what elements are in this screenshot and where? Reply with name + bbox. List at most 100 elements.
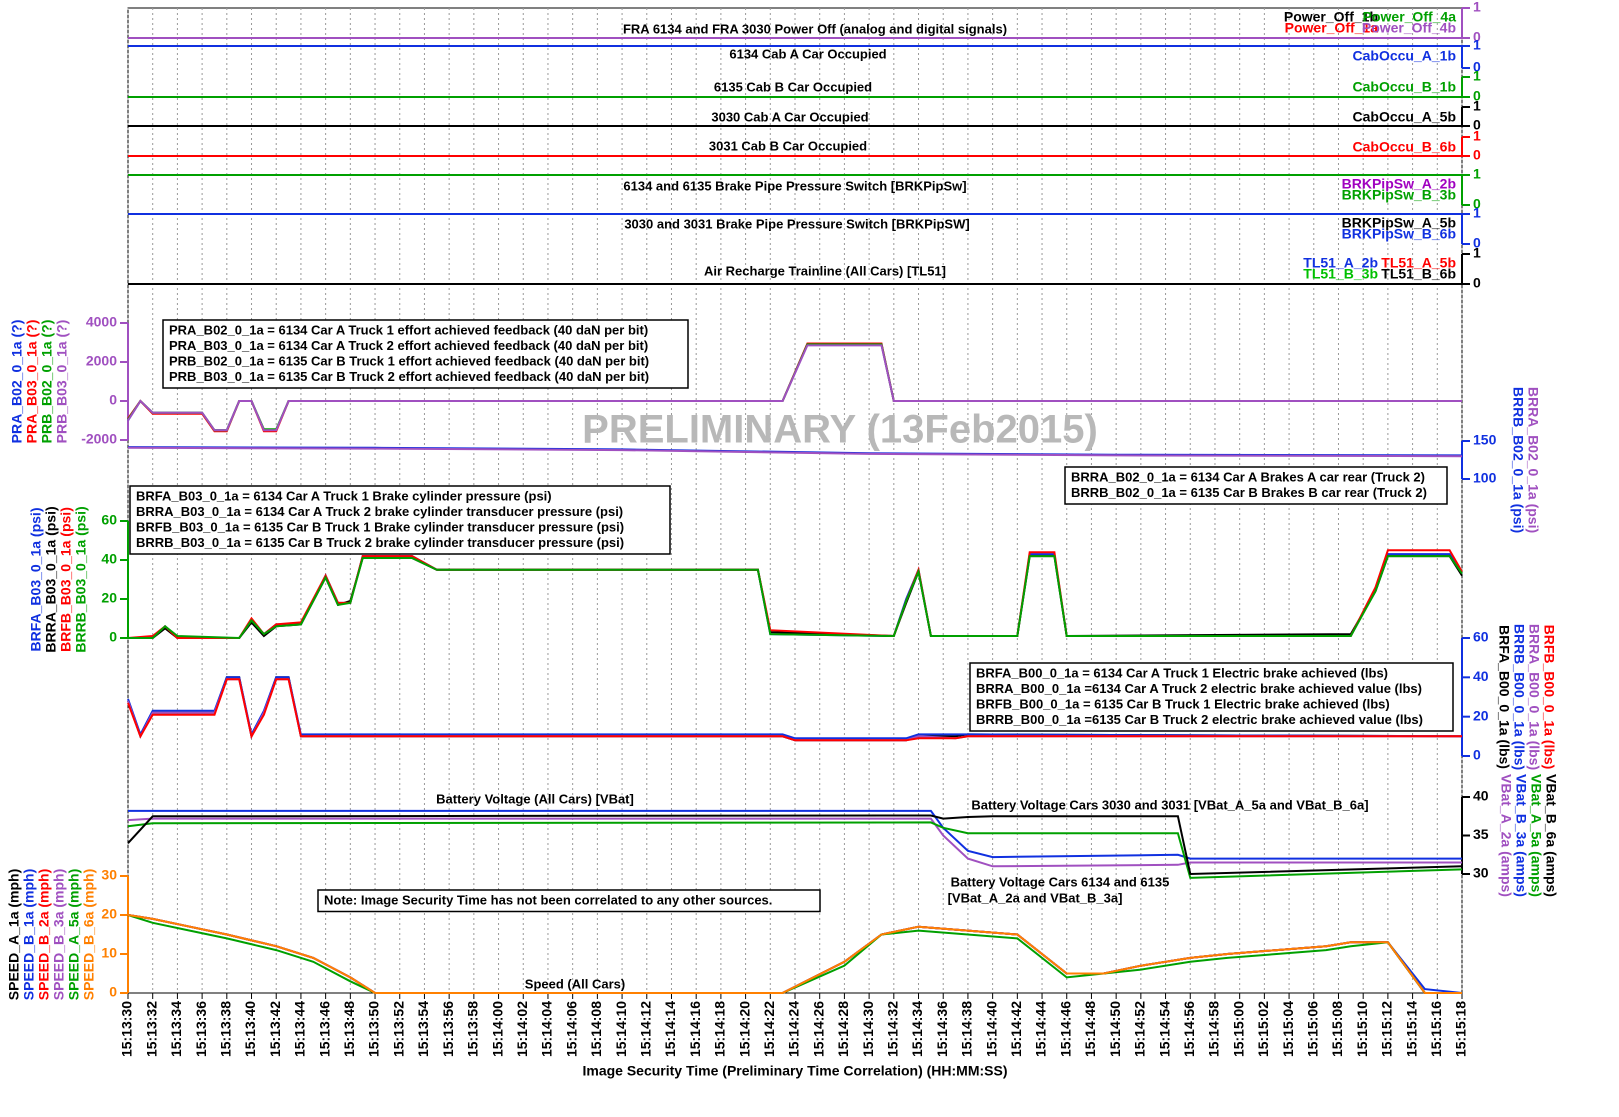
y-tick-label: 20 bbox=[101, 590, 117, 606]
note-text: PRA_B02_0_1a = 6134 Car A Truck 1 effort… bbox=[169, 322, 648, 337]
x-tick-label: 15:15:06 bbox=[1304, 1001, 1320, 1057]
x-tick-label: 15:14:08 bbox=[588, 1001, 604, 1057]
x-tick-label: 15:15:02 bbox=[1255, 1001, 1271, 1057]
legend-label: CabOccu_B_1b bbox=[1353, 79, 1456, 95]
annotation: [VBat_A_2a and VBat_B_3a] bbox=[948, 890, 1123, 905]
x-tick-label: 15:14:44 bbox=[1033, 1001, 1049, 1057]
panel-title: 6134 and 6135 Brake Pipe Pressure Switch… bbox=[623, 178, 966, 193]
note-text: PRB_B02_0_1a = 6135 Car B Truck 1 effort… bbox=[169, 353, 649, 368]
axis-series-label: BRRB_B00_0_1a (lbs) bbox=[1511, 624, 1527, 770]
x-tick-label: 15:14:42 bbox=[1008, 1001, 1024, 1057]
legend-label: BRKPipSw_B_6b bbox=[1342, 226, 1456, 242]
x-tick-label: 15:13:42 bbox=[267, 1001, 283, 1057]
panel-title: 3030 Cab A Car Occupied bbox=[711, 109, 868, 124]
x-tick-label: 15:13:40 bbox=[242, 1001, 258, 1057]
x-tick-label: 15:13:30 bbox=[119, 1001, 135, 1057]
y-tick-label: 0 bbox=[109, 984, 117, 1000]
series-line bbox=[127, 344, 1462, 432]
series-line bbox=[128, 555, 1463, 640]
series-line bbox=[127, 914, 1462, 994]
x-tick-label: 15:14:34 bbox=[909, 1001, 925, 1057]
annotation: Speed (All Cars) bbox=[525, 976, 625, 991]
y-tick-label: 20 bbox=[1473, 707, 1489, 723]
axis-series-label: BRRA_B00_0_1a (lbs) bbox=[1526, 624, 1542, 770]
note-text: Note: Image Security Time has not been c… bbox=[324, 892, 772, 907]
axis-series-label: SPEED_A_1a (mph) bbox=[6, 869, 22, 1000]
x-tick-label: 15:15:12 bbox=[1379, 1001, 1395, 1057]
x-tick-label: 15:14:02 bbox=[514, 1001, 530, 1057]
legend-label: Power_Off_1b bbox=[1284, 9, 1378, 25]
y-tick-label: 1 bbox=[1473, 0, 1481, 15]
x-tick-label: 15:15:04 bbox=[1280, 1001, 1296, 1057]
x-tick-label: 15:14:40 bbox=[983, 1001, 999, 1057]
axis-series-label: SPEED_B_2a (mph) bbox=[36, 869, 52, 1000]
x-axis-label: Image Security Time (Preliminary Time Co… bbox=[582, 1063, 1007, 1079]
x-tick-label: 15:13:54 bbox=[415, 1001, 431, 1057]
axis-series-label: SPEED_B_3a (mph) bbox=[51, 869, 67, 1000]
y-tick-label: 150 bbox=[1473, 432, 1497, 448]
y-tick-label: 30 bbox=[1473, 865, 1489, 881]
note-box bbox=[162, 319, 689, 389]
y-tick-label: 0 bbox=[109, 392, 117, 408]
note-text: BRRB_B02_0_1a = 6135 Car B Brakes B car … bbox=[1071, 485, 1427, 500]
legend-label: Power_Off_4b bbox=[1362, 20, 1456, 36]
x-tick-label: 15:15:18 bbox=[1453, 1001, 1469, 1057]
y-tick-label: 1 bbox=[1473, 245, 1481, 261]
y-tick-label: 40 bbox=[101, 551, 117, 567]
panel-title: Air Recharge Trainline (All Cars) [TL51] bbox=[704, 263, 946, 278]
note-text: BRRA_B03_0_1a = 6134 Car A Truck 2 brake… bbox=[136, 504, 623, 519]
y-tick-label: 0 bbox=[1473, 196, 1481, 212]
y-tick-label: -2000 bbox=[81, 431, 117, 447]
x-tick-label: 15:14:50 bbox=[1107, 1001, 1123, 1057]
x-tick-label: 15:13:46 bbox=[316, 1001, 332, 1057]
panel-title: FRA 6134 and FRA 3030 Power Off (analog … bbox=[623, 21, 1007, 36]
legend-label: BRKPipSw_B_3b bbox=[1342, 187, 1456, 203]
x-tick-label: 15:14:20 bbox=[736, 1001, 752, 1057]
series-line bbox=[127, 821, 1463, 879]
y-tick-label: 2000 bbox=[86, 353, 117, 369]
note-text: BRRB_B00_0_1a =6135 Car B Truck 2 electr… bbox=[976, 712, 1423, 727]
legend-label: CabOccu_B_6b bbox=[1353, 139, 1456, 155]
annotation: Battery Voltage (All Cars) [VBat] bbox=[436, 791, 634, 806]
y-tick-label: 1 bbox=[1473, 37, 1481, 53]
y-tick-label: 1 bbox=[1473, 166, 1481, 182]
y-tick-label: 40 bbox=[1473, 788, 1489, 804]
axis-series-label: SPEED_A_5a (mph) bbox=[66, 869, 82, 1000]
x-tick-label: 15:14:58 bbox=[1206, 1001, 1222, 1057]
note-box bbox=[129, 485, 671, 555]
x-tick-label: 15:14:26 bbox=[810, 1001, 826, 1057]
note-text: PRB_B03_0_1a = 6135 Car B Truck 2 effort… bbox=[169, 369, 649, 384]
y-tick-label: 0 bbox=[1473, 88, 1481, 104]
annotation: Battery Voltage Cars 6134 and 6135 bbox=[951, 874, 1170, 889]
x-tick-label: 15:14:06 bbox=[563, 1001, 579, 1057]
series-line bbox=[127, 814, 1463, 876]
x-tick-label: 15:14:28 bbox=[835, 1001, 851, 1057]
note-text: BRFA_B00_0_1a = 6134 Car A Truck 1 Elect… bbox=[976, 665, 1388, 680]
legend-label: CabOccu_A_1b bbox=[1353, 48, 1456, 64]
y-tick-label: 0 bbox=[1473, 59, 1481, 75]
series-line bbox=[127, 678, 1462, 742]
x-tick-label: 15:13:50 bbox=[366, 1001, 382, 1057]
legend-label: Power_Off_4a bbox=[1363, 9, 1457, 25]
y-tick-label: 20 bbox=[101, 906, 117, 922]
note-text: BRRB_B03_0_1a = 6135 Car B Truck 2 brake… bbox=[136, 535, 624, 550]
legend-label: TL51_A_2b bbox=[1303, 255, 1378, 271]
note-box bbox=[969, 662, 1454, 732]
y-tick-label: 1 bbox=[1473, 205, 1481, 221]
x-tick-label: 15:14:32 bbox=[885, 1001, 901, 1057]
y-tick-label: 0 bbox=[1473, 275, 1481, 291]
annotation: Battery Voltage Cars 3030 and 3031 [VBat… bbox=[971, 797, 1368, 812]
x-tick-label: 15:14:24 bbox=[786, 1001, 802, 1057]
series-line bbox=[128, 553, 1463, 639]
y-tick-label: 0 bbox=[1473, 235, 1481, 251]
y-tick-label: 30 bbox=[101, 867, 117, 883]
series-line bbox=[127, 676, 1463, 740]
y-tick-label: 1 bbox=[1473, 128, 1481, 144]
x-tick-label: 15:13:34 bbox=[168, 1001, 184, 1057]
axis-series-label: BRFA_B03_0_1a (psi) bbox=[28, 508, 44, 652]
note-box bbox=[1064, 466, 1448, 505]
note-box bbox=[317, 889, 821, 913]
x-tick-label: 15:14:46 bbox=[1057, 1001, 1073, 1057]
note-text: BRFA_B03_0_1a = 6134 Car A Truck 1 Brake… bbox=[136, 488, 552, 503]
watermark: PRELIMINARY (13Feb2015) bbox=[582, 408, 1098, 452]
